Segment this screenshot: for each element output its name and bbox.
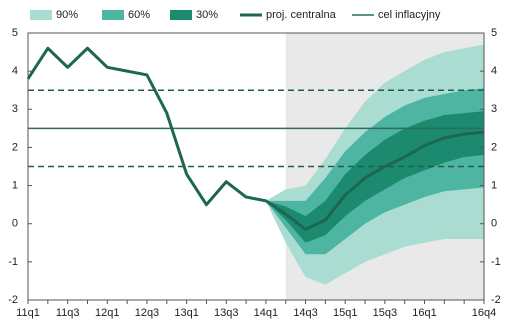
y2-tick-label: -2 — [491, 294, 501, 306]
x-tick-label: 12q3 — [135, 307, 159, 319]
y-tick-label: 1 — [12, 179, 18, 191]
y2-tick-label: -1 — [491, 256, 501, 268]
x-tick-label: 11q1 — [16, 307, 40, 319]
x-tick-label: 13q1 — [174, 307, 198, 319]
y2-tick-label: 1 — [491, 179, 497, 191]
legend-label: 60% — [128, 9, 150, 21]
x-tick-label: 14q1 — [254, 307, 278, 319]
legend-swatch — [30, 10, 52, 20]
y-tick-label: 2 — [12, 141, 18, 153]
legend-label: proj. centralna — [266, 9, 337, 21]
x-tick-label: 15q1 — [333, 307, 357, 319]
legend-swatch — [170, 10, 192, 20]
legend-swatch — [102, 10, 124, 20]
x-tick-label: 13q3 — [214, 307, 238, 319]
x-tick-label: 11q3 — [56, 307, 80, 319]
y2-tick-label: 2 — [491, 141, 497, 153]
plot-frame — [27, 32, 485, 301]
legend-label: 90% — [56, 9, 78, 21]
x-tick-label: 14q3 — [293, 307, 317, 319]
legend-label: 30% — [196, 9, 218, 21]
y-tick-label: 0 — [12, 218, 18, 230]
y-tick-label: 5 — [12, 27, 18, 39]
x-tick-label: 16q4 — [472, 307, 496, 319]
x-tick-label: 16q1 — [412, 307, 436, 319]
y-tick-label: 3 — [12, 103, 18, 115]
y2-tick-label: 0 — [491, 218, 497, 230]
y2-tick-label: 5 — [491, 27, 497, 39]
legend-label: cel inflacyjny — [378, 9, 441, 21]
y-tick-label: -1 — [8, 256, 18, 268]
y2-tick-label: 3 — [491, 103, 497, 115]
y-tick-label: 4 — [12, 65, 18, 77]
y2-tick-label: 4 — [491, 65, 497, 77]
x-tick-label: 15q3 — [373, 307, 397, 319]
central-line — [26, 46, 485, 231]
y-tick-label: -2 — [8, 294, 18, 306]
x-tick-label: 12q1 — [95, 307, 119, 319]
